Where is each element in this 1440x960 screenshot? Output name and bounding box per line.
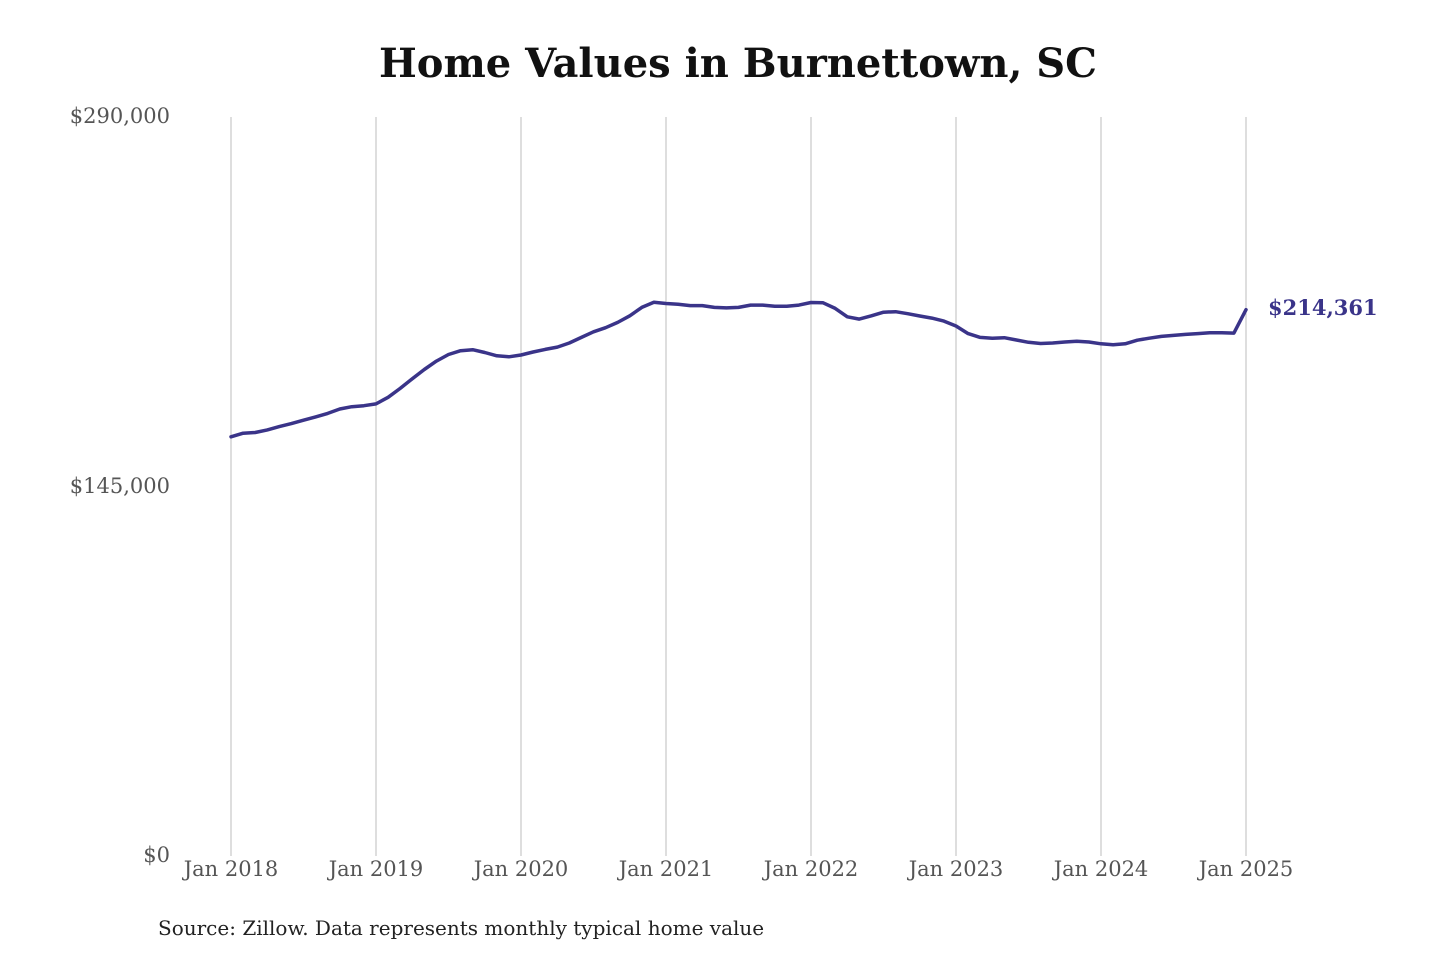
y-tick-label: $0: [143, 843, 170, 867]
x-tick-label: Jan 2024: [1053, 857, 1149, 881]
x-tick-label: Jan 2023: [908, 857, 1004, 881]
series-line: [229, 300, 1248, 439]
x-tick-label: Jan 2021: [618, 857, 714, 881]
x-tick-label: Jan 2019: [328, 857, 424, 881]
gridlines: [230, 117, 1247, 856]
x-tick-label: Jan 2025: [1198, 857, 1294, 881]
y-tick-label: $145,000: [69, 473, 170, 498]
end-value-label: $214,361: [1268, 294, 1378, 320]
y-tick-label: $290,000: [69, 104, 170, 128]
x-tick-label: Jan 2022: [763, 857, 859, 881]
source-note: Source: Zillow. Data represents monthly …: [158, 916, 765, 940]
chart-title: Home Values in Burnettown, SC: [378, 40, 1098, 87]
x-tick-label: Jan 2018: [183, 857, 279, 881]
x-tick-label: Jan 2020: [473, 857, 569, 881]
